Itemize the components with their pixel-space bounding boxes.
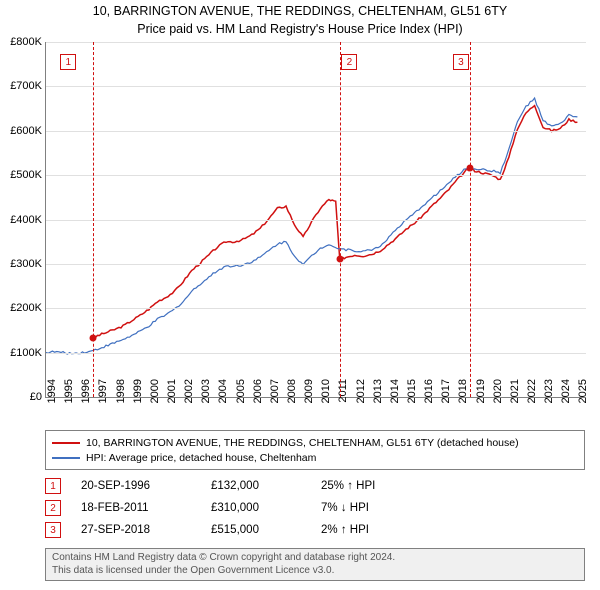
license-box: Contains HM Land Registry data © Crown c… <box>45 548 585 581</box>
event-vline <box>470 42 471 397</box>
y-gridline <box>46 353 586 354</box>
legend-row: HPI: Average price, detached house, Chel… <box>52 450 578 465</box>
x-axis-label: 1994 <box>46 379 58 403</box>
x-axis-label: 2020 <box>492 379 504 403</box>
event-dot <box>336 256 343 263</box>
x-axis-label: 2009 <box>303 379 315 403</box>
event-date: 27-SEP-2018 <box>81 524 211 536</box>
x-axis-label: 2008 <box>286 379 298 403</box>
x-axis-label: 2001 <box>166 379 178 403</box>
x-axis-label: 2000 <box>149 379 161 403</box>
x-axis-label: 2015 <box>406 379 418 403</box>
series-line-hpi <box>46 98 577 354</box>
plot-area: 1994199519961997199819992000200120022003… <box>45 42 586 398</box>
event-row: 3 27-SEP-2018£515,0002% ↑ HPI <box>45 519 585 541</box>
x-axis-label: 2010 <box>320 379 332 403</box>
license-line-2: This data is licensed under the Open Gov… <box>52 565 578 578</box>
x-axis-label: 2007 <box>269 379 281 403</box>
y-gridline <box>46 308 586 309</box>
event-price: £515,000 <box>211 524 321 536</box>
event-date: 18-FEB-2011 <box>81 502 211 514</box>
legend-label-property: 10, BARRINGTON AVENUE, THE REDDINGS, CHE… <box>86 437 519 449</box>
y-gridline <box>46 131 586 132</box>
event-date: 20-SEP-1996 <box>81 480 211 492</box>
x-axis-label: 2013 <box>372 379 384 403</box>
y-axis-label: £0 <box>2 391 42 403</box>
event-pct: 25% ↑ HPI <box>321 480 441 492</box>
legend-swatch-hpi <box>52 457 80 459</box>
x-axis-label: 2021 <box>509 379 521 403</box>
x-axis-label: 2012 <box>355 379 367 403</box>
x-axis-label: 2023 <box>543 379 555 403</box>
event-price: £132,000 <box>211 480 321 492</box>
legend-row: 10, BARRINGTON AVENUE, THE REDDINGS, CHE… <box>52 435 578 450</box>
y-axis-label: £400K <box>2 214 42 226</box>
y-gridline <box>46 175 586 176</box>
chart-title: 10, BARRINGTON AVENUE, THE REDDINGS, CHE… <box>0 4 600 18</box>
x-axis-label: 1999 <box>132 379 144 403</box>
series-line-property <box>93 106 578 339</box>
x-axis-label: 2006 <box>252 379 264 403</box>
event-row: 2 18-FEB-2011£310,0007% ↓ HPI <box>45 497 585 519</box>
x-axis-label: 2002 <box>183 379 195 403</box>
event-pct: 7% ↓ HPI <box>321 502 441 514</box>
x-axis-label: 2022 <box>526 379 538 403</box>
legend-label-hpi: HPI: Average price, detached house, Chel… <box>86 452 316 464</box>
x-axis-label: 1997 <box>97 379 109 403</box>
y-axis-label: £200K <box>2 302 42 314</box>
x-axis-label: 1998 <box>115 379 127 403</box>
x-axis-label: 2004 <box>217 379 229 403</box>
x-axis-label: 2003 <box>200 379 212 403</box>
y-axis-label: £800K <box>2 36 42 48</box>
event-price: £310,000 <box>211 502 321 514</box>
x-axis-label: 1996 <box>80 379 92 403</box>
legend: 10, BARRINGTON AVENUE, THE REDDINGS, CHE… <box>45 430 585 470</box>
chart-container: 10, BARRINGTON AVENUE, THE REDDINGS, CHE… <box>0 0 600 590</box>
license-line-1: Contains HM Land Registry data © Crown c… <box>52 552 578 565</box>
event-vline <box>93 42 94 397</box>
events-table: 1 20-SEP-1996£132,00025% ↑ HPI 2 18-FEB-201… <box>45 475 585 541</box>
event-marker-box: 1 <box>60 54 76 70</box>
x-axis-label: 2019 <box>475 379 487 403</box>
y-gridline <box>46 264 586 265</box>
x-axis-label: 2018 <box>457 379 469 403</box>
x-axis-label: 1995 <box>63 379 75 403</box>
x-axis-label: 2014 <box>389 379 401 403</box>
x-axis-label: 2017 <box>440 379 452 403</box>
x-axis-label: 2024 <box>560 379 572 403</box>
chart-subtitle: Price paid vs. HM Land Registry's House … <box>0 22 600 36</box>
event-index-box: 3 <box>45 522 61 538</box>
event-marker-box: 2 <box>341 54 357 70</box>
x-axis-label: 2025 <box>577 379 589 403</box>
event-index-box: 2 <box>45 500 61 516</box>
y-gridline <box>46 42 586 43</box>
event-row: 1 20-SEP-1996£132,00025% ↑ HPI <box>45 475 585 497</box>
y-axis-label: £700K <box>2 80 42 92</box>
event-marker-box: 3 <box>453 54 469 70</box>
y-axis-label: £500K <box>2 169 42 181</box>
legend-swatch-property <box>52 442 80 444</box>
x-axis-label: 2016 <box>423 379 435 403</box>
y-gridline <box>46 220 586 221</box>
x-axis-label: 2005 <box>235 379 247 403</box>
y-axis-label: £100K <box>2 347 42 359</box>
event-index-box: 1 <box>45 478 61 494</box>
y-gridline <box>46 86 586 87</box>
event-vline <box>340 42 341 397</box>
event-dot <box>89 335 96 342</box>
y-axis-label: £300K <box>2 258 42 270</box>
event-dot <box>467 165 474 172</box>
event-pct: 2% ↑ HPI <box>321 524 441 536</box>
y-axis-label: £600K <box>2 125 42 137</box>
